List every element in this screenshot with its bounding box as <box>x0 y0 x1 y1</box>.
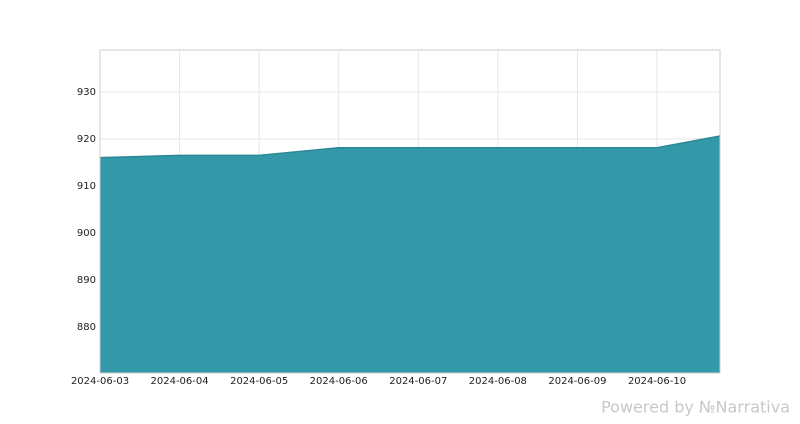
y-tick-label: 900 <box>77 228 96 239</box>
y-tick-label: 920 <box>77 134 96 145</box>
x-tick-label: 2024-06-08 <box>469 376 527 387</box>
watermark: Powered by №Narrativa <box>601 398 790 417</box>
plot-border <box>99 49 721 374</box>
x-tick-label: 2024-06-09 <box>548 376 606 387</box>
x-tick-label: 2024-06-07 <box>389 376 447 387</box>
x-tick-label: 2024-06-10 <box>628 376 686 387</box>
y-tick-label: 890 <box>77 275 96 286</box>
x-tick-label: 2024-06-03 <box>71 376 129 387</box>
y-tick-label: 880 <box>77 322 96 333</box>
x-tick-label: 2024-06-04 <box>151 376 209 387</box>
y-tick-label: 930 <box>77 87 96 98</box>
area <box>100 136 720 373</box>
y-tick-label: 910 <box>77 181 96 192</box>
x-tick-label: 2024-06-06 <box>310 376 368 387</box>
x-tick-label: 2024-06-05 <box>230 376 288 387</box>
area-line <box>99 135 721 159</box>
